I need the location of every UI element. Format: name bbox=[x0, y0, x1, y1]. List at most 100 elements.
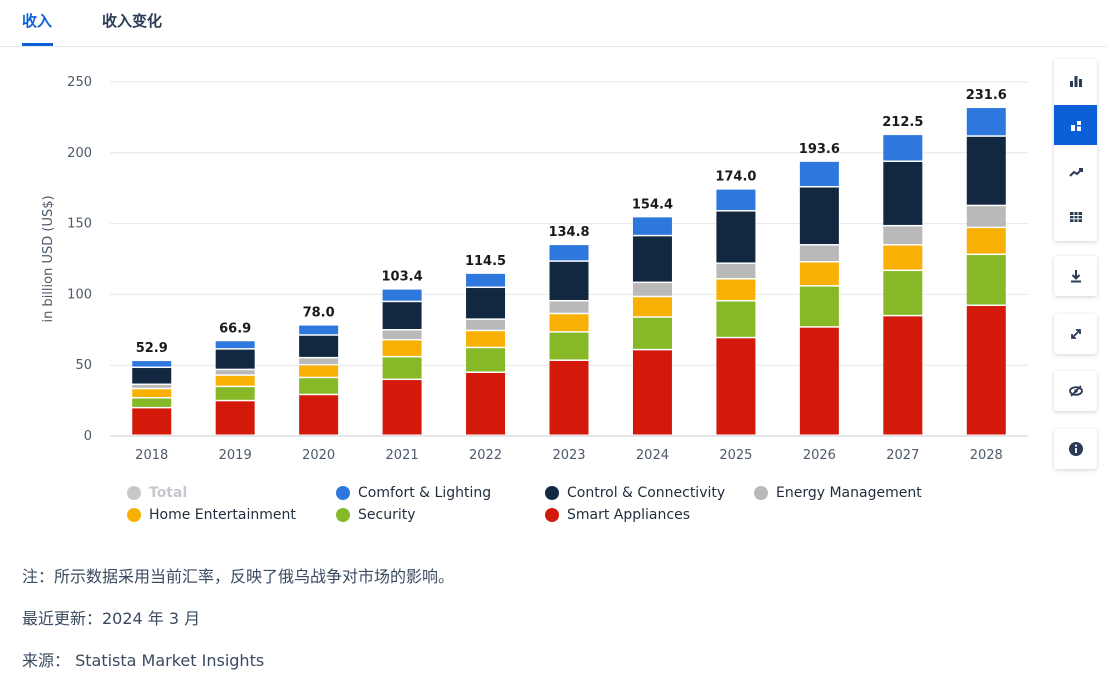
bar-segment bbox=[132, 408, 172, 435]
y-tick-label: 200 bbox=[67, 146, 92, 161]
bar-segment bbox=[299, 395, 339, 435]
total-label: 174.0 bbox=[715, 170, 756, 185]
legend-dot-total bbox=[127, 486, 141, 500]
bar-segment bbox=[215, 341, 255, 349]
chart-type-group bbox=[1054, 59, 1097, 241]
legend-dot-security bbox=[336, 508, 350, 522]
x-tick-label: 2027 bbox=[886, 448, 919, 463]
bar-segment bbox=[466, 319, 506, 330]
legend-label-security: Security bbox=[358, 507, 416, 523]
y-tick-label: 50 bbox=[75, 358, 92, 373]
legend-dot-control-connectivity bbox=[545, 486, 559, 500]
bar-segment bbox=[966, 206, 1006, 227]
legend-dot-home-entertainment bbox=[127, 508, 141, 522]
legend-item-energy-management[interactable]: Energy Management bbox=[754, 485, 922, 501]
active-tab-indicator bbox=[22, 43, 53, 46]
total-label: 231.6 bbox=[966, 88, 1007, 103]
legend-label-smart-appliances: Smart Appliances bbox=[567, 507, 690, 523]
bar-segment bbox=[883, 162, 923, 225]
bar-segment bbox=[883, 135, 923, 161]
stacked-bar-chart: 0 50 100 150 200 250 in billion USD (US$) 52.9 2… bbox=[41, 75, 1028, 463]
bar-segment bbox=[382, 330, 422, 339]
note-text: 注：所示数据采用当前汇率，反映了俄乌战争对市场的影响。 bbox=[22, 567, 455, 586]
bar-segment bbox=[215, 370, 255, 375]
bar-segment bbox=[132, 398, 172, 407]
legend-label-energy-management: Energy Management bbox=[776, 485, 922, 501]
legend-item-smart-appliances[interactable]: Smart Appliances bbox=[545, 507, 690, 523]
bar-segment bbox=[549, 314, 589, 332]
x-tick-label: 2023 bbox=[552, 448, 585, 463]
tab-revenue[interactable]: 收入 bbox=[22, 12, 53, 30]
bar-segment bbox=[132, 361, 172, 367]
fullscreen-button[interactable] bbox=[1054, 314, 1097, 354]
bar-segment bbox=[299, 358, 339, 364]
bar-segment bbox=[549, 261, 589, 300]
legend-item-total[interactable]: Total bbox=[127, 485, 187, 501]
stacked-chart-icon bbox=[1070, 121, 1081, 131]
bar-segment bbox=[799, 327, 839, 435]
bar-segment bbox=[716, 301, 756, 337]
bar-segment bbox=[966, 306, 1006, 435]
x-tick-label: 2020 bbox=[302, 448, 335, 463]
table-icon bbox=[1069, 212, 1082, 222]
tab-revenue-change[interactable]: 收入变化 bbox=[102, 12, 163, 30]
bar-segment bbox=[215, 401, 255, 435]
bar-chart-button[interactable] bbox=[1054, 61, 1097, 101]
bar-segment bbox=[549, 301, 589, 313]
legend-item-control-connectivity[interactable]: Control & Connectivity bbox=[545, 485, 725, 501]
bar-segment bbox=[632, 297, 672, 317]
legend-label-comfort-lighting: Comfort & Lighting bbox=[358, 485, 492, 501]
total-label: 154.4 bbox=[632, 197, 673, 212]
y-tick-label: 150 bbox=[67, 217, 92, 232]
legend-item-comfort-lighting[interactable]: Comfort & Lighting bbox=[336, 485, 491, 501]
total-label: 103.4 bbox=[382, 270, 423, 285]
bar-segment bbox=[883, 245, 923, 270]
bar-segment bbox=[215, 387, 255, 400]
legend-dot-smart-appliances bbox=[545, 508, 559, 522]
bar-segment bbox=[132, 385, 172, 388]
x-tick-label: 2022 bbox=[469, 448, 502, 463]
bar-segment bbox=[966, 108, 1006, 136]
bar-segment bbox=[799, 286, 839, 327]
download-icon bbox=[1070, 270, 1081, 283]
legend-label-control-connectivity: Control & Connectivity bbox=[567, 485, 726, 501]
tab-bar: 收入 收入变化 bbox=[0, 0, 1107, 47]
bar-segment bbox=[466, 348, 506, 372]
legend-label-total: Total bbox=[149, 485, 188, 501]
bar-segment bbox=[883, 271, 923, 315]
download-button[interactable] bbox=[1054, 256, 1097, 296]
legend-item-security[interactable]: Security bbox=[336, 507, 416, 523]
bar-segment bbox=[966, 255, 1006, 305]
bar-segment bbox=[382, 289, 422, 301]
chart-notes: 注：所示数据采用当前汇率，反映了俄乌战争对市场的影响。 最近更新：2024 年 … bbox=[22, 565, 454, 691]
legend-dot-comfort-lighting bbox=[336, 486, 350, 500]
bar-segment bbox=[382, 357, 422, 379]
legend-item-home-entertainment[interactable]: Home Entertainment bbox=[127, 507, 296, 523]
info-button[interactable] bbox=[1054, 429, 1097, 469]
total-label: 134.8 bbox=[548, 225, 589, 240]
x-tick-label: 2018 bbox=[135, 448, 168, 463]
x-tick-label: 2021 bbox=[386, 448, 419, 463]
source-text[interactable]: 来源： Statista Market Insights bbox=[22, 651, 265, 670]
x-tick-label: 2024 bbox=[636, 448, 669, 463]
trend-line-button[interactable] bbox=[1054, 152, 1097, 192]
bar-segment bbox=[299, 365, 339, 377]
bar-segment bbox=[883, 226, 923, 245]
bar-segment bbox=[549, 332, 589, 360]
bar-segment bbox=[549, 245, 589, 261]
hide-button[interactable] bbox=[1054, 371, 1097, 411]
bar-segment bbox=[132, 368, 172, 384]
total-label: 66.9 bbox=[219, 321, 251, 336]
bar-segment bbox=[299, 378, 339, 394]
bar-segment bbox=[883, 316, 923, 435]
table-view-button[interactable] bbox=[1054, 197, 1097, 237]
bar-segment bbox=[382, 302, 422, 330]
bar-segment bbox=[466, 372, 506, 435]
bar-segment bbox=[299, 335, 339, 357]
trend-line-icon bbox=[1068, 168, 1083, 177]
bar-segment bbox=[716, 189, 756, 211]
stacked-chart-button[interactable] bbox=[1054, 105, 1097, 145]
total-label: 78.0 bbox=[303, 306, 335, 321]
bar-segment bbox=[799, 161, 839, 186]
y-tick-label: 0 bbox=[84, 429, 92, 444]
